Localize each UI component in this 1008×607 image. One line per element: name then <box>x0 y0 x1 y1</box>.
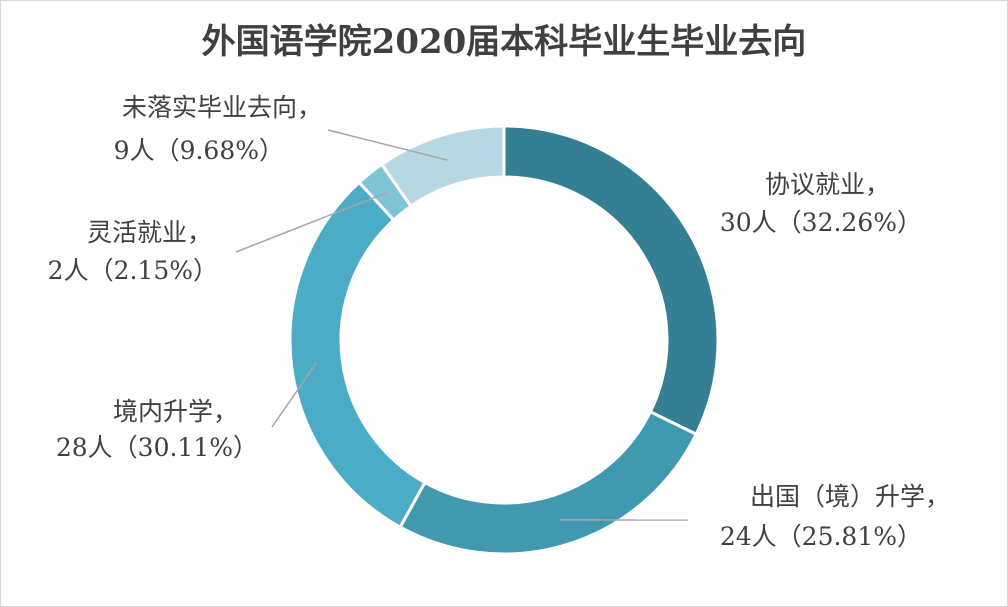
label-slice-0-value: 30人（32.26%） <box>720 208 922 237</box>
donut-slice-4 <box>379 124 506 209</box>
leader-line-4 <box>327 129 448 161</box>
leader-line-2 <box>271 361 318 428</box>
label-slice-0-name: 协议就业， <box>765 170 890 199</box>
label-slice-3-name: 灵活就业， <box>87 218 212 247</box>
leader-line-3 <box>235 192 387 253</box>
label-slice-4-name: 未落实毕业去向， <box>122 93 322 122</box>
label-slice-2-value: 28人（30.11%） <box>56 433 258 462</box>
label-slice-1-name: 出国（境）升学， <box>750 482 950 511</box>
leader-lines <box>235 129 689 521</box>
label-slice-1-value: 24人（25.81%） <box>720 522 922 551</box>
donut-slices <box>288 124 720 556</box>
donut-slice-1 <box>398 409 699 556</box>
label-slice-4-value: 9人（9.68%） <box>114 136 284 165</box>
label-slice-2-name: 境内升学， <box>113 397 238 426</box>
chart-title: 外国语学院2020届本科毕业生毕业去向 <box>202 22 807 62</box>
donut-slice-0 <box>502 124 720 437</box>
donut-slice-2 <box>288 180 427 530</box>
label-slice-3-value: 2人（2.15%） <box>48 256 218 285</box>
